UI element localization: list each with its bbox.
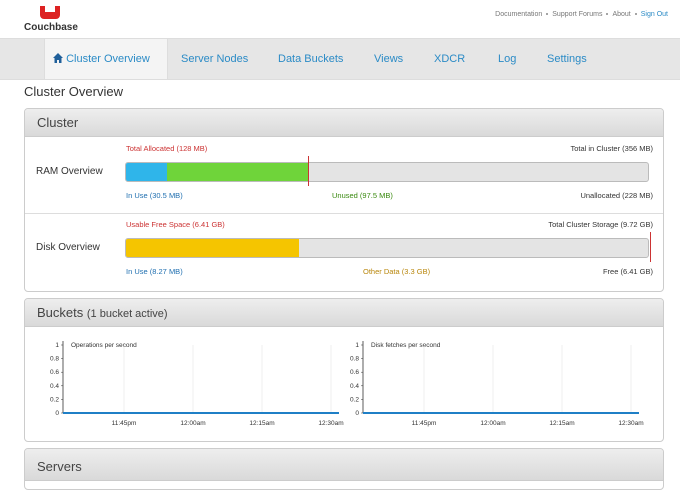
label: Total Cluster Storage (9.72 GB): [548, 220, 653, 229]
home-icon: [53, 53, 63, 63]
nav-tab[interactable]: Log: [498, 53, 517, 65]
panel-header: Servers: [25, 449, 663, 481]
panel-header: Buckets (1 bucket active): [25, 299, 663, 327]
y-tick-label: 0.4: [50, 383, 59, 390]
panel-subtitle: (1 bucket active): [86, 308, 168, 320]
x-tick-label: 11:45pm: [112, 420, 137, 427]
free-marker: [650, 232, 651, 262]
x-tick-label: 12:00am: [180, 420, 205, 427]
label: Other Data (3.3 GB): [363, 267, 431, 276]
nav-tab[interactable]: Data Buckets: [278, 53, 344, 65]
y-tick-label: 1: [55, 342, 59, 349]
y-tick-label: 0.2: [50, 396, 59, 403]
nav-tab[interactable]: Server Nodes: [181, 53, 249, 65]
y-tick-label: 0.6: [350, 369, 359, 376]
y-tick-label: 0.8: [50, 356, 59, 363]
link[interactable]: Support Forums: [552, 11, 603, 18]
x-tick-label: 12:30am: [618, 420, 643, 427]
nav-tab[interactable]: Settings: [547, 53, 587, 65]
chart-title: Disk fetches per second: [371, 342, 441, 349]
label: Total in Cluster (356 MB): [570, 144, 653, 153]
cluster-panel: Cluster RAM Overview Total Allocated (12…: [24, 108, 664, 292]
page-title: Cluster Overview: [24, 84, 123, 99]
link[interactable]: About: [612, 11, 631, 18]
header-links: Documentation Support Forums About Sign Out: [495, 11, 668, 18]
y-tick-label: 0.6: [50, 369, 59, 376]
ram-unused: [167, 163, 308, 181]
ram-bar: [125, 162, 649, 182]
y-tick-label: 0: [55, 410, 59, 417]
nav-tab[interactable]: Views: [374, 53, 404, 65]
label: Total Allocated (128 MB): [126, 144, 208, 153]
nav-tab[interactable]: XDCR: [434, 53, 466, 65]
page: Couchbase Documentation Support Forums Abo…: [0, 6, 680, 490]
y-tick-label: 0.4: [350, 383, 359, 390]
logo-icon: [40, 6, 60, 19]
x-tick-label: 11:45pm: [412, 420, 437, 427]
buckets-panel: Buckets (1 bucket active) Operations per…: [24, 298, 664, 442]
label: In Use (8.27 MB): [126, 267, 183, 276]
ram-in-use: [126, 163, 167, 181]
disk-other-data: [126, 239, 299, 257]
servers-panel: Servers: [24, 448, 664, 490]
nav-tab-active[interactable]: Cluster Overview: [44, 39, 168, 79]
label: In Use (30.5 MB): [126, 191, 183, 200]
label: Usable Free Space (6.41 GB): [126, 220, 225, 229]
divider: [25, 213, 663, 214]
label: Unused (97.5 MB): [332, 191, 393, 200]
nav-bar: Cluster Overview Server Nodes Data Bucke…: [0, 38, 680, 80]
x-tick-label: 12:00am: [480, 420, 505, 427]
panel-header: Cluster: [25, 109, 663, 137]
logo-text: Couchbase: [24, 22, 78, 33]
y-tick-label: 0.8: [350, 356, 359, 363]
label: Unallocated (228 MB): [580, 191, 653, 200]
x-tick-label: 12:30am: [318, 420, 343, 427]
x-tick-label: 12:15am: [249, 420, 274, 427]
tab-label: Cluster Overview: [66, 53, 150, 65]
x-tick-label: 12:15am: [549, 420, 574, 427]
quota-marker: [308, 156, 309, 186]
chart-title: Operations per second: [71, 342, 137, 349]
row-label: RAM Overview: [36, 166, 103, 177]
link[interactable]: Documentation: [495, 11, 543, 18]
link[interactable]: Sign Out: [640, 11, 668, 18]
y-tick-label: 0: [355, 410, 359, 417]
disk-bar: [125, 238, 649, 258]
y-tick-label: 1: [355, 342, 359, 349]
charts: Operations per second 0 0.2 0.4 0.6 0.8 1 11:45…: [50, 341, 644, 427]
row-label: Disk Overview: [36, 242, 100, 253]
label: Free (6.41 GB): [602, 267, 653, 276]
y-tick-label: 0.2: [350, 396, 359, 403]
panel-title: Buckets: [37, 305, 84, 320]
